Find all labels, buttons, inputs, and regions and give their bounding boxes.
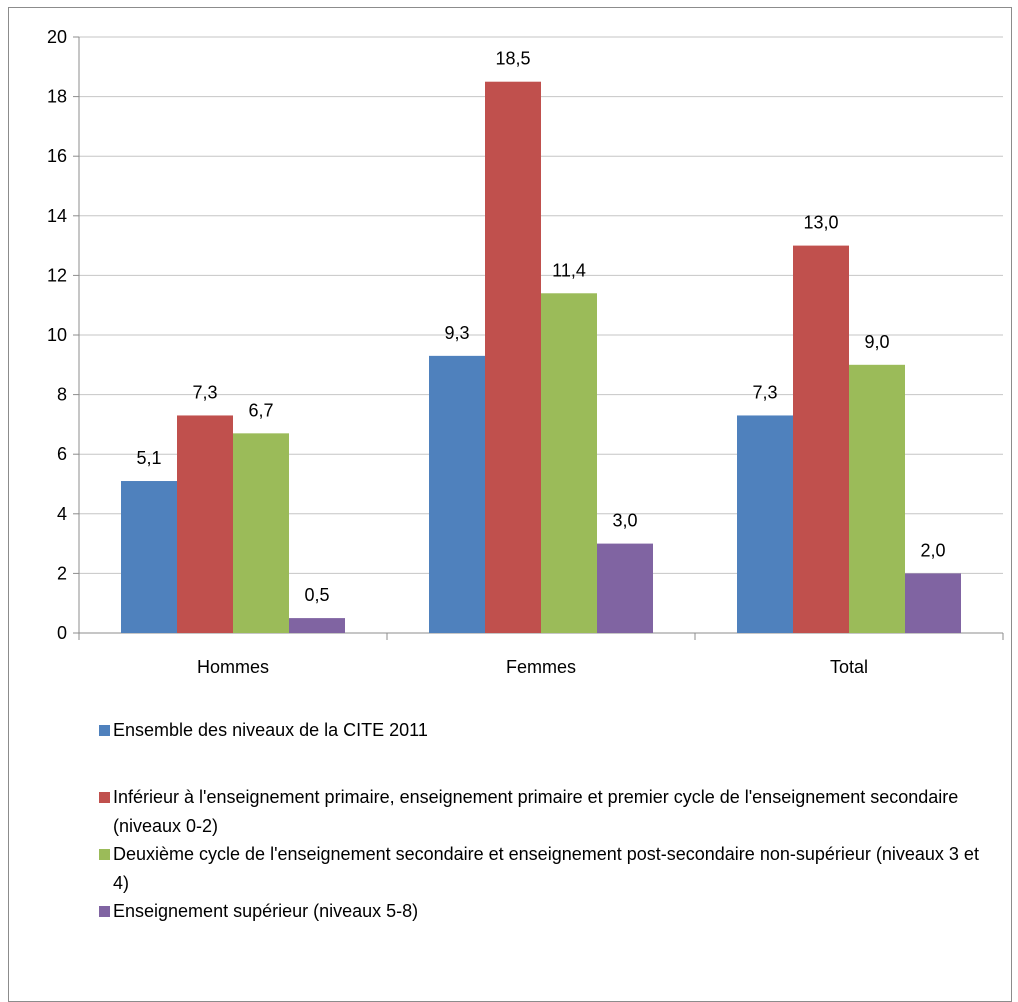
legend-item: Enseignement supérieur (niveaux 5-8) [99, 897, 989, 926]
y-tick-label: 14 [47, 206, 67, 226]
y-tick-label: 2 [57, 563, 67, 583]
data-label: 9,3 [444, 323, 469, 343]
y-tick-label: 20 [47, 27, 67, 47]
legend-label: Enseignement supérieur (niveaux 5-8) [113, 901, 419, 921]
y-tick-label: 0 [57, 623, 67, 643]
bar [177, 415, 233, 633]
data-label: 7,3 [192, 382, 217, 402]
y-tick-label: 8 [57, 385, 67, 405]
data-label: 9,0 [864, 332, 889, 352]
data-label: 11,4 [552, 260, 586, 280]
y-tick-label: 4 [57, 504, 67, 524]
bar [905, 573, 961, 633]
data-label: 6,7 [248, 400, 273, 420]
legend-label: Ensemble des niveaux de la CITE 2011 [113, 720, 428, 740]
y-tick-label: 10 [47, 325, 67, 345]
bar [597, 543, 653, 633]
bar [121, 481, 177, 633]
bar [849, 364, 905, 633]
legend-label: Inférieur à l'enseignement primaire, ens… [113, 787, 959, 836]
legend-item: Ensemble des niveaux de la CITE 2011 [99, 716, 989, 745]
legend-label: Deuxième cycle de l'enseignement seconda… [113, 844, 979, 893]
data-label: 2,0 [920, 540, 945, 560]
legend-swatch [99, 725, 110, 736]
data-label: 18,5 [495, 49, 530, 69]
bar-chart: 0 2 4 6 8 10 12 14 16 18 20 Hommes 5,1 7,3 6,7 0,5 Femme… [47, 27, 1004, 677]
y-tick-label: 16 [47, 146, 67, 166]
legend-item: Inférieur à l'enseignement primaire, ens… [99, 783, 989, 841]
legend-swatch [99, 906, 110, 917]
y-tick-label: 18 [47, 87, 67, 107]
data-label: 0,5 [304, 585, 329, 605]
data-label: 5,1 [136, 448, 161, 468]
x-tick-label: Hommes [197, 657, 269, 677]
bar [485, 81, 541, 633]
y-tick-label: 6 [57, 444, 67, 464]
data-label: 13,0 [803, 213, 838, 233]
bar [541, 293, 597, 633]
bar [289, 618, 345, 633]
y-tick-label: 12 [47, 265, 67, 285]
legend-swatch [99, 849, 110, 860]
bar [793, 245, 849, 633]
bar [429, 355, 485, 633]
chart-frame: 0 2 4 6 8 10 12 14 16 18 20 Hommes 5,1 7,3 6,7 0,5 Femme… [8, 7, 1012, 1002]
legend-item: Deuxième cycle de l'enseignement seconda… [99, 840, 989, 898]
data-label: 7,3 [752, 382, 777, 402]
x-tick-label: Femmes [506, 657, 576, 677]
bar [233, 433, 289, 633]
data-label: 3,0 [612, 511, 637, 531]
legend-swatch [99, 792, 110, 803]
bar [737, 415, 793, 633]
x-tick-label: Total [830, 657, 868, 677]
